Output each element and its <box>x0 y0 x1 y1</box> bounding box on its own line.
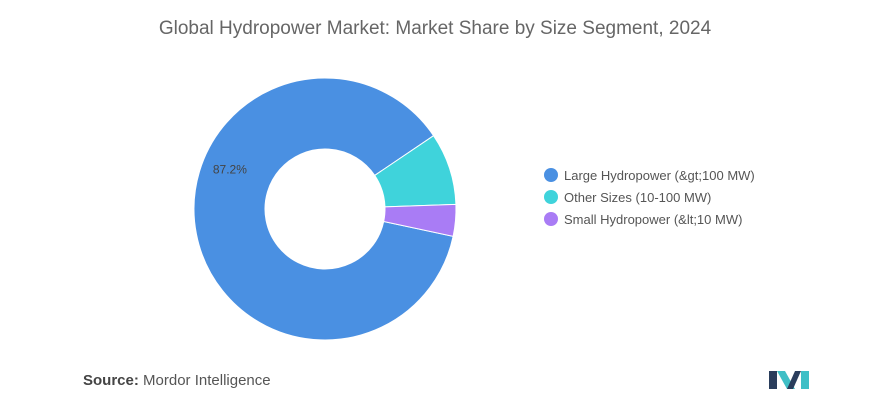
legend-item-other-sizes: Other Sizes (10-100 MW) <box>544 186 755 208</box>
logo-middle-diagonal <box>787 371 801 389</box>
legend-item-large-hydropower: Large Hydropower (&gt;100 MW) <box>544 164 755 186</box>
source-value: Mordor Intelligence <box>143 372 271 389</box>
legend-swatch-small-hydropower <box>544 212 558 226</box>
source-label: Source: <box>83 372 139 389</box>
legend-label-other-sizes: Other Sizes (10-100 MW) <box>564 189 712 205</box>
mordor-intelligence-logo-icon <box>769 371 809 389</box>
slice-label-large-hydropower-100-mw: 87.2% <box>213 163 247 177</box>
legend-item-small-hydropower: Small Hydropower (&lt;10 MW) <box>544 208 755 230</box>
chart-title: Global Hydropower Market: Market Share b… <box>158 18 712 39</box>
legend-swatch-other-sizes <box>544 190 558 204</box>
donut-slice-large-hydropower-100-mw <box>193 77 454 341</box>
donut-slice-small-hydropower-10-mw <box>383 203 457 237</box>
donut-slices <box>193 77 457 341</box>
legend-label-small-hydropower: Small Hydropower (&lt;10 MW) <box>564 211 743 227</box>
legend-swatch-large-hydropower <box>544 168 558 182</box>
legend-label-large-hydropower: Large Hydropower (&gt;100 MW) <box>564 167 755 183</box>
logo-right-leg <box>801 371 809 389</box>
source-note: Source: Mordor Intelligence <box>83 372 271 389</box>
slice-labels: 87.2% <box>213 163 247 177</box>
legend: Large Hydropower (&gt;100 MW) Other Size… <box>544 164 755 230</box>
logo-left-leg <box>769 371 777 389</box>
